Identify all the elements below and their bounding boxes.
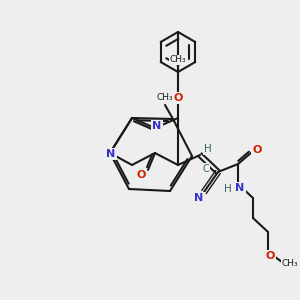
Text: H: H: [224, 184, 232, 194]
Text: CH₃: CH₃: [170, 56, 186, 64]
Text: N: N: [194, 193, 204, 203]
Text: N: N: [106, 149, 116, 159]
Text: N: N: [152, 121, 162, 131]
Text: H: H: [204, 144, 212, 154]
Text: O: O: [136, 170, 146, 180]
Text: O: O: [252, 145, 262, 155]
Text: N: N: [236, 183, 244, 193]
Text: O: O: [173, 93, 183, 103]
Text: O: O: [265, 251, 275, 261]
Text: CH₃: CH₃: [157, 94, 173, 103]
Text: C: C: [202, 164, 209, 174]
Text: CH₃: CH₃: [282, 260, 298, 268]
